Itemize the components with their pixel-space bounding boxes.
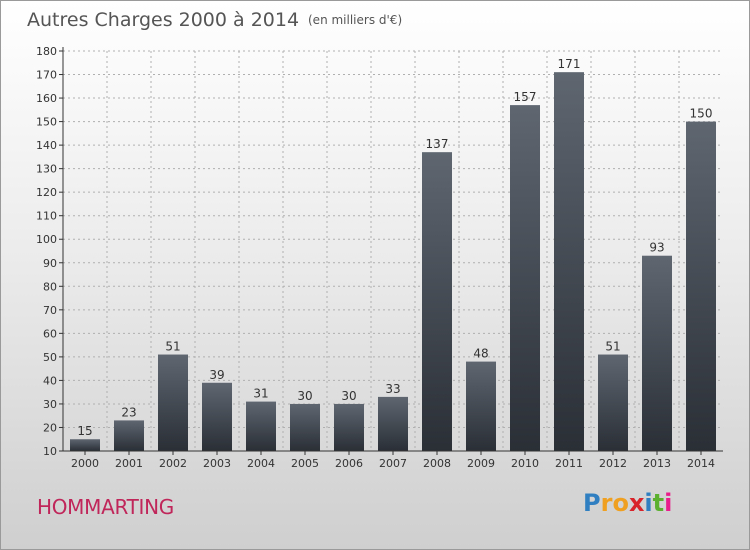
y-tick-label: 170 xyxy=(36,69,57,82)
x-tick-label: 2011 xyxy=(555,457,583,470)
bar-2005 xyxy=(290,403,320,451)
x-tick-label: 2004 xyxy=(247,457,275,470)
x-tick-label: 2012 xyxy=(599,457,627,470)
y-tick-label: 90 xyxy=(43,257,57,270)
bar-2013 xyxy=(642,255,672,451)
value-label: 93 xyxy=(649,241,664,255)
bar-2011 xyxy=(554,72,584,452)
y-tick-label: 110 xyxy=(36,210,57,223)
labels: 10 20 30 40 50 60 70 80 90 100 110 120 130 140 150 160 1… xyxy=(36,45,715,470)
bars xyxy=(70,72,716,452)
y-tick-label: 80 xyxy=(43,280,57,293)
x-tick-label: 2005 xyxy=(291,457,319,470)
y-tick-label: 10 xyxy=(43,445,57,458)
value-label: 150 xyxy=(690,107,713,121)
x-tick-label: 2003 xyxy=(203,457,231,470)
value-label: 31 xyxy=(253,387,268,401)
bar-2002 xyxy=(158,354,188,451)
bar-2008 xyxy=(422,152,452,452)
x-tick-label: 2000 xyxy=(71,457,99,470)
value-label: 23 xyxy=(121,405,136,419)
value-label: 157 xyxy=(514,90,537,104)
logo-letter: x xyxy=(628,489,645,517)
logo-letter: o xyxy=(612,489,629,517)
y-tick-label: 130 xyxy=(36,163,57,176)
x-tick-label: 2014 xyxy=(687,457,715,470)
bar-2012 xyxy=(598,354,628,451)
bar-2010 xyxy=(510,105,540,451)
bar-2001 xyxy=(114,420,144,451)
bar-2004 xyxy=(246,401,276,451)
bar-2007 xyxy=(378,396,408,451)
value-label: 33 xyxy=(385,382,400,396)
commune-name: HOMMARTING xyxy=(37,495,174,519)
logo-letter: i xyxy=(644,489,653,517)
y-tick-label: 30 xyxy=(43,398,57,411)
x-tick-label: 2006 xyxy=(335,457,363,470)
value-label: 30 xyxy=(341,389,356,403)
y-tick-label: 140 xyxy=(36,139,57,152)
bar-2006 xyxy=(334,403,364,451)
value-label: 51 xyxy=(165,340,180,354)
y-tick-label: 120 xyxy=(36,186,57,199)
y-tick-label: 70 xyxy=(43,304,57,317)
value-label: 15 xyxy=(77,424,92,438)
value-label: 51 xyxy=(605,340,620,354)
y-tick-label: 40 xyxy=(43,374,57,387)
x-tick-label: 2002 xyxy=(159,457,187,470)
x-tick-label: 2013 xyxy=(643,457,671,470)
y-tick-label: 150 xyxy=(36,116,57,129)
bar-2014 xyxy=(686,121,716,452)
value-label: 171 xyxy=(558,57,581,71)
x-tick-label: 2008 xyxy=(423,457,451,470)
x-tick-label: 2010 xyxy=(511,457,539,470)
chart-title: Autres Charges 2000 à 2014 xyxy=(27,9,300,31)
value-label: 48 xyxy=(473,347,488,361)
bar-2009 xyxy=(466,361,496,451)
y-tick-label: 60 xyxy=(43,327,57,340)
logo-letter: i xyxy=(664,489,673,517)
proxiti-logo: Proxiti xyxy=(583,489,672,517)
x-tick-label: 2007 xyxy=(379,457,407,470)
value-label: 30 xyxy=(297,389,312,403)
value-label: 39 xyxy=(209,368,224,382)
y-tick-label: 160 xyxy=(36,92,57,105)
bar-2003 xyxy=(202,382,232,451)
axes xyxy=(59,47,723,455)
chart-subtitle: (en milliers d'€) xyxy=(308,13,403,27)
x-tick-label: 2001 xyxy=(115,457,143,470)
logo-letter: t xyxy=(652,489,665,517)
y-tick-label: 100 xyxy=(36,233,57,246)
logo-letter: r xyxy=(600,489,613,517)
value-label: 137 xyxy=(426,137,449,151)
y-tick-label: 50 xyxy=(43,351,57,364)
logo-letter: P xyxy=(583,489,601,517)
bar-2000 xyxy=(70,439,100,451)
x-tick-label: 2009 xyxy=(467,457,495,470)
y-tick-label: 20 xyxy=(43,421,57,434)
y-tick-label: 180 xyxy=(36,45,57,58)
